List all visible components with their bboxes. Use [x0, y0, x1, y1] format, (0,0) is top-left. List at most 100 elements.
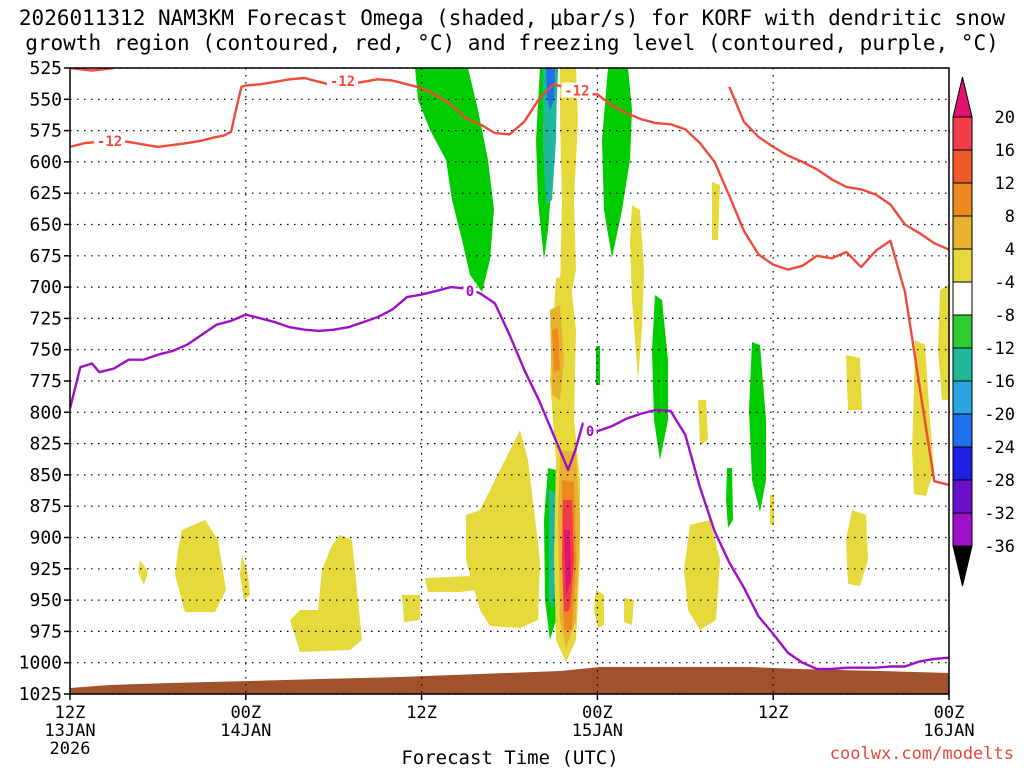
colorbar-label: -36 [984, 537, 1015, 557]
y-tick-label: 850 [29, 465, 62, 486]
y-tick-label: 625 [29, 183, 62, 204]
omega-subsidence-region [846, 355, 862, 410]
x-tick-label: 12Z [758, 703, 789, 723]
y-axis: 525 550 575 600 625 650 675 700 725 750 775 800 825 8… [19, 58, 70, 705]
colorbar-segment [952, 347, 973, 382]
x-tick-label: 12Z [55, 703, 86, 723]
colorbar-bottom-triangle [952, 545, 973, 587]
y-tick-label: 750 [29, 340, 62, 361]
colorbar-label: -8 [995, 306, 1015, 326]
colorbar-segment [952, 215, 973, 250]
omega-subsidence-region [630, 205, 644, 380]
chart-title-line-1: 2026011312 NAM3KM Forecast Omega (shaded… [18, 6, 1006, 30]
contour-line [728, 86, 949, 251]
colorbar-label: 12 [995, 174, 1015, 194]
colorbar-segment [952, 149, 973, 184]
contour-label: -12 [97, 134, 122, 150]
site-credit: coolwx.com/modelts [829, 744, 1014, 764]
colorbar-label: -24 [984, 438, 1015, 458]
contour-labels: -12 -12 -12 0 0 [94, 73, 597, 440]
contour-label-background [583, 423, 597, 439]
contour-label: -12 [330, 74, 355, 90]
contour-line [70, 68, 115, 72]
colorbar-label: 20 [995, 108, 1015, 128]
omega-ascent-core [549, 490, 556, 610]
colorbar-label: -28 [984, 471, 1015, 491]
colorbar-segment [952, 446, 973, 481]
omega-subsidence-region [552, 328, 560, 372]
chart-title-line-2: growth region (contoured, red, °C) and f… [25, 31, 999, 55]
omega-ascent-region [602, 68, 632, 258]
x-tick-label: 00Z [582, 703, 613, 723]
y-tick-label: 900 [29, 528, 62, 549]
y-tick-label: 950 [29, 590, 62, 611]
omega-subsidence-region [466, 430, 540, 628]
y-tick-label: 725 [29, 308, 62, 329]
y-tick-label: 1025 [19, 684, 62, 705]
contour-label: -12 [564, 84, 589, 100]
colorbar-segment [952, 479, 973, 514]
contour-label: 0 [466, 284, 474, 300]
colorbar-segment [952, 413, 973, 448]
omega-subsidence-region [138, 560, 148, 585]
contour-label-background [94, 133, 126, 149]
y-tick-label: 550 [29, 89, 62, 110]
omega-subsidence-region [560, 68, 578, 300]
colorbar-segment [952, 182, 973, 217]
contour-label-background [326, 73, 358, 89]
y-tick-label: 825 [29, 434, 62, 455]
chart-title: 2026011312 NAM3KM Forecast Omega (shaded… [0, 6, 1024, 56]
contour-line [70, 285, 949, 671]
y-tick-label: 775 [29, 371, 62, 392]
x-tick-label: 15JAN [572, 721, 623, 741]
x-axis-label: Forecast Time (UTC) [401, 747, 618, 768]
omega-ascent-region [596, 346, 600, 385]
omega-subsidence-region [240, 555, 250, 600]
colorbar-segment [952, 248, 973, 283]
x-tick-label: 13JAN [44, 721, 95, 741]
omega-subsidence-region [175, 520, 226, 612]
y-tick-label: 1000 [19, 653, 62, 674]
y-tick-label: 875 [29, 496, 62, 517]
y-tick-label: 800 [29, 402, 62, 423]
omega-ascent-region [749, 342, 766, 512]
omega-subsidence-region [712, 182, 720, 240]
colorbar-label: -16 [984, 372, 1015, 392]
y-tick-label: 675 [29, 246, 62, 267]
colorbar-label: -12 [984, 339, 1015, 359]
contours [70, 68, 949, 671]
omega-subsidence-region [402, 595, 420, 622]
colorbar-top-triangle [952, 76, 973, 118]
omega-subsidence-region [290, 535, 362, 652]
omega-subsidence-region [624, 598, 634, 625]
omega-subsidence-core [564, 530, 571, 596]
x-tick-label: 14JAN [220, 721, 271, 741]
colorbar-label: 16 [995, 141, 1015, 161]
colorbar-label: -20 [984, 405, 1015, 425]
omega-subsidence-region [425, 576, 478, 592]
contour-label-background [463, 282, 477, 298]
contour-label: 0 [586, 424, 594, 440]
omega-subsidence-region [698, 400, 708, 445]
omega-subsidence-region [684, 520, 720, 630]
colorbar-segment [952, 116, 973, 151]
colorbar-segment [952, 380, 973, 415]
colorbar-label: 8 [1005, 207, 1015, 227]
colorbar-segment [952, 512, 973, 547]
omega-ascent-region [415, 68, 494, 292]
y-tick-label: 650 [29, 215, 62, 236]
omega-subsidence-region [846, 510, 868, 586]
colorbar: 20 16 12 8 4 -4 -8 -12 -16 -20 -24 -28 -32 -36 [952, 76, 1015, 587]
colorbar-segment [952, 314, 973, 349]
omega-ascent-core [543, 68, 557, 205]
y-tick-label: 575 [29, 121, 62, 142]
omega-ascent-region [652, 295, 668, 460]
omega-subsidence-region [938, 285, 949, 400]
y-tick-label: 525 [29, 58, 62, 79]
contour-label-background [561, 82, 593, 98]
terrain-surface [70, 667, 949, 694]
colorbar-label: 4 [1005, 240, 1015, 260]
contour-line [70, 76, 949, 487]
